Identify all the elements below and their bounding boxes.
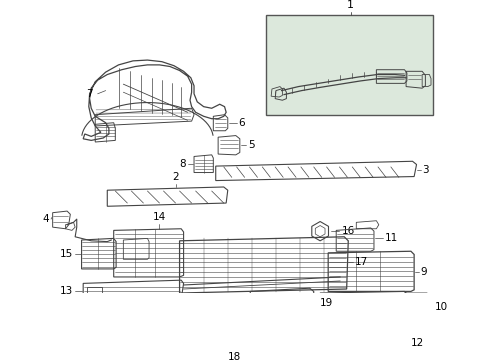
Text: 10: 10: [435, 302, 448, 312]
Text: 17: 17: [355, 257, 368, 267]
Text: 2: 2: [172, 172, 179, 182]
Text: 5: 5: [248, 140, 254, 150]
Text: 1: 1: [347, 0, 354, 10]
Text: 16: 16: [342, 226, 355, 236]
Text: 7: 7: [86, 89, 93, 99]
Text: 19: 19: [320, 298, 333, 309]
Text: 8: 8: [179, 159, 186, 170]
Text: 18: 18: [227, 352, 241, 360]
Bar: [267, 15, 434, 115]
Text: 15: 15: [60, 249, 74, 260]
Text: 6: 6: [238, 118, 245, 128]
Text: 11: 11: [385, 233, 398, 243]
Text: 4: 4: [43, 214, 49, 224]
Text: 12: 12: [411, 338, 424, 348]
Text: 14: 14: [153, 212, 166, 222]
Text: 9: 9: [420, 267, 427, 277]
Text: 13: 13: [60, 287, 74, 296]
Text: 3: 3: [422, 165, 429, 175]
